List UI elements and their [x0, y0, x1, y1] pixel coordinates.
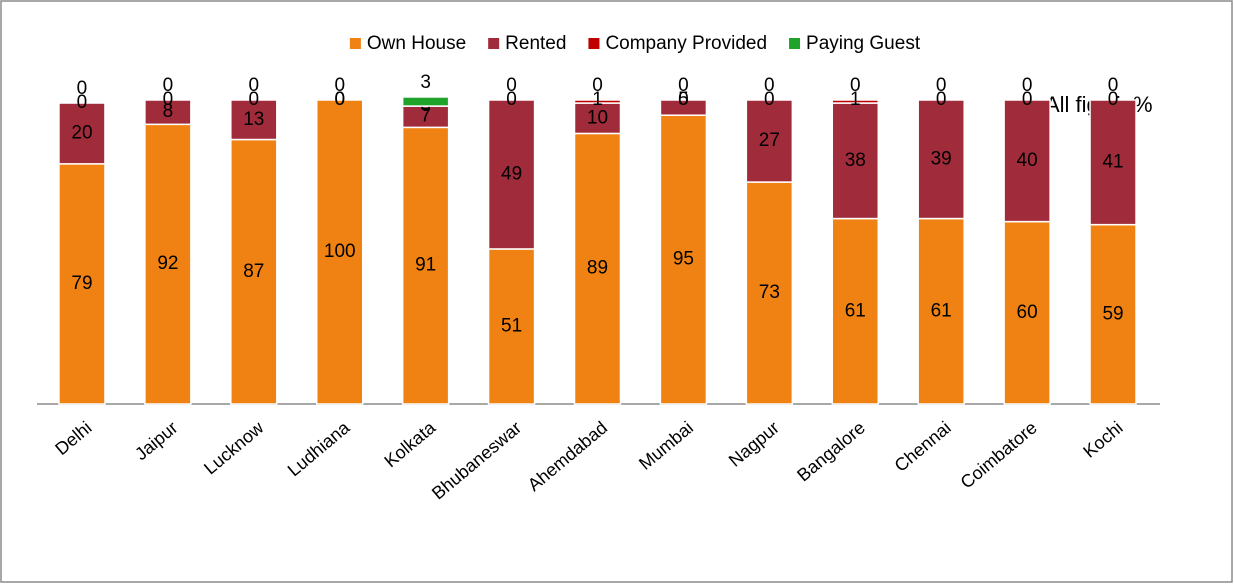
data-label: 41 — [1102, 151, 1123, 172]
bar-segment — [831, 99, 880, 104]
data-label: 0 — [334, 89, 345, 110]
legend-swatch — [488, 38, 500, 49]
data-label: 0 — [678, 89, 689, 110]
bar-segment — [144, 99, 192, 126]
bar-segment — [1089, 223, 1137, 405]
data-label: 8 — [163, 101, 174, 122]
bar-segment — [58, 163, 106, 405]
data-label: 60 — [1017, 302, 1038, 323]
data-label: 0 — [249, 89, 260, 110]
bar-segment — [315, 99, 364, 405]
bar-segment — [1089, 99, 1137, 226]
bar-segment — [831, 102, 880, 220]
legend-swatch — [588, 38, 600, 49]
data-label: 0 — [592, 75, 603, 96]
data-label: 89 — [587, 258, 608, 279]
data-label: 10 — [587, 107, 608, 128]
data-label: 0 — [334, 89, 345, 110]
data-label: 61 — [845, 300, 866, 321]
data-label: 100 — [324, 241, 356, 262]
bar-segment — [144, 123, 192, 405]
data-label: 0 — [764, 89, 775, 110]
bar-segment — [487, 248, 536, 405]
data-label: 92 — [157, 253, 178, 274]
bar-segment — [745, 181, 794, 405]
data-label: 87 — [243, 261, 264, 282]
bar-segment — [401, 126, 450, 405]
data-label: 40 — [1017, 150, 1038, 171]
data-label: 0 — [936, 89, 947, 110]
data-label: 51 — [501, 315, 522, 336]
data-label: 0 — [163, 89, 174, 110]
data-label: 0 — [1022, 75, 1033, 96]
data-label: 0 — [77, 92, 88, 113]
legend-label: Paying Guest — [806, 33, 921, 54]
legend-swatch — [349, 38, 361, 49]
data-label: 20 — [71, 122, 92, 143]
data-label: 0 — [163, 75, 174, 96]
data-label: 95 — [673, 249, 694, 270]
data-label: 0 — [850, 75, 861, 96]
data-label: 0 — [506, 75, 517, 96]
data-label: 0 — [1108, 75, 1119, 96]
data-label: 39 — [931, 148, 952, 169]
data-label: 1 — [850, 89, 861, 110]
data-label: 79 — [71, 273, 92, 294]
data-label: 61 — [931, 300, 952, 321]
data-label: 27 — [759, 130, 780, 151]
data-label: 0 — [249, 75, 260, 96]
data-label: 91 — [415, 255, 436, 276]
bar-segment — [401, 96, 450, 107]
data-label: 73 — [759, 282, 780, 303]
bar-segment — [487, 99, 536, 250]
data-label: 0 — [334, 75, 345, 96]
data-label: 0 — [764, 75, 775, 96]
data-label: 59 — [1102, 303, 1123, 324]
bar-segment — [58, 102, 106, 165]
bar-segment — [573, 102, 622, 135]
data-label: 5 — [678, 89, 689, 110]
bar-segment — [230, 99, 278, 141]
bar-segment — [831, 217, 880, 405]
data-label: 38 — [845, 150, 866, 171]
bar-segment — [573, 99, 622, 104]
legend-label: Rented — [505, 33, 566, 54]
legend-swatch — [789, 38, 801, 49]
bar-segment — [659, 99, 708, 116]
bar-segment — [917, 217, 965, 405]
data-label: 0 — [678, 75, 689, 96]
bar-segment — [1003, 99, 1051, 223]
data-label: 0 — [936, 75, 947, 96]
data-label: 13 — [243, 109, 264, 130]
data-label: 0 — [506, 89, 517, 110]
data-label: 0 — [1108, 89, 1119, 110]
legend-label: Own House — [367, 33, 466, 54]
data-label: 1 — [592, 89, 603, 110]
data-label: 3 — [420, 72, 431, 93]
data-label: 49 — [501, 163, 522, 184]
bar-segment — [917, 99, 965, 220]
legend-label: Company Provided — [605, 33, 767, 54]
data-label: 0 — [1022, 89, 1033, 110]
data-label: 7 — [420, 106, 431, 127]
data-label: 0 — [77, 78, 88, 99]
bar-segment — [745, 99, 794, 183]
bar-segment — [573, 132, 622, 405]
bar-segment — [659, 114, 708, 405]
